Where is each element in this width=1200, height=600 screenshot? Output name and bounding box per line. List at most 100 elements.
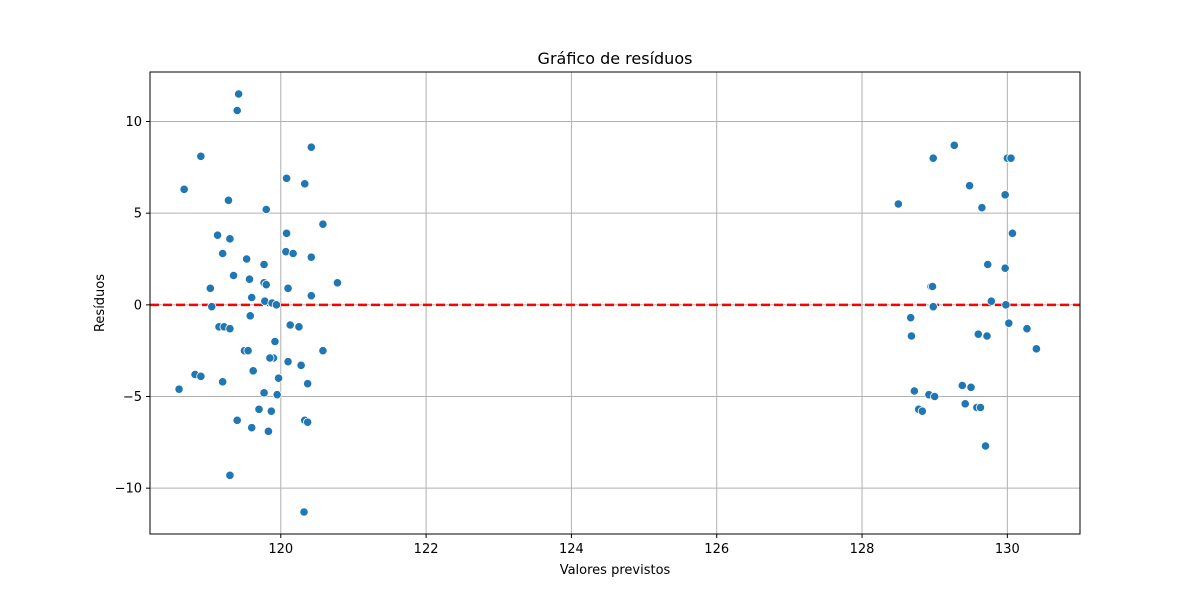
data-point	[285, 320, 295, 330]
data-point	[232, 415, 242, 425]
data-point	[259, 388, 269, 398]
data-point	[248, 366, 258, 376]
data-point	[1006, 153, 1016, 163]
data-point	[234, 89, 244, 99]
data-point	[964, 181, 975, 191]
data-point	[245, 311, 255, 321]
data-point	[179, 184, 189, 194]
y-tick-label: −5	[123, 390, 142, 405]
data-point	[261, 204, 271, 215]
data-point	[205, 283, 215, 293]
data-point	[318, 346, 328, 356]
data-point	[288, 248, 298, 259]
data-point	[906, 313, 916, 323]
data-point	[1000, 263, 1010, 273]
data-point	[244, 274, 255, 284]
data-point	[1007, 228, 1018, 238]
x-tick-label: 124	[559, 542, 584, 557]
data-point	[303, 379, 313, 389]
data-point	[281, 228, 292, 238]
data-point	[263, 426, 274, 436]
data-point	[1022, 324, 1032, 334]
data-point	[986, 296, 996, 306]
data-points	[174, 89, 1042, 517]
data-point	[909, 386, 919, 396]
data-point	[1031, 344, 1042, 354]
plot-frame	[149, 71, 1081, 535]
data-point	[283, 357, 293, 367]
y-tick-label: −10	[115, 482, 142, 497]
data-point	[247, 423, 257, 433]
data-point	[927, 281, 938, 292]
data-point	[212, 230, 223, 240]
data-point	[247, 292, 257, 303]
data-point	[281, 173, 292, 183]
data-point	[218, 248, 228, 259]
data-point	[272, 390, 282, 400]
data-point	[265, 353, 275, 363]
data-point	[980, 441, 991, 451]
data-point	[294, 322, 304, 332]
data-point	[299, 507, 309, 517]
data-point	[196, 151, 206, 161]
x-tick-label: 126	[704, 542, 729, 557]
data-point	[975, 402, 986, 413]
data-point	[303, 417, 313, 427]
data-point	[332, 278, 343, 288]
data-point	[960, 399, 970, 409]
data-point	[983, 259, 993, 270]
data-point	[1001, 300, 1011, 310]
data-point	[242, 254, 252, 264]
data-point	[977, 203, 987, 213]
axis-ticks: 120 122 124 126 128 130 −10 −5 0 5 10	[115, 115, 1020, 557]
data-point	[243, 346, 253, 356]
chart-title: Gráfico de resíduos	[538, 49, 693, 68]
data-point	[261, 280, 271, 290]
x-tick-label: 130	[995, 542, 1020, 557]
data-point	[254, 404, 264, 414]
y-tick-label: 10	[125, 115, 142, 130]
x-tick-label: 128	[850, 542, 875, 557]
data-point	[196, 371, 206, 381]
y-tick-label: 0	[134, 298, 142, 313]
data-point	[218, 377, 228, 387]
data-point	[266, 406, 276, 416]
data-point	[930, 391, 940, 402]
x-tick-label: 120	[268, 542, 293, 557]
data-point	[271, 300, 282, 310]
data-point	[232, 105, 242, 116]
data-point	[225, 234, 235, 244]
y-axis-title: Resíduos	[93, 274, 108, 332]
data-point	[306, 252, 316, 262]
data-point	[306, 142, 316, 152]
data-point	[270, 336, 280, 347]
data-point	[982, 331, 992, 341]
data-point	[174, 384, 184, 394]
data-point	[1000, 190, 1010, 200]
data-point	[893, 199, 903, 209]
data-point	[973, 329, 983, 339]
data-point	[225, 470, 235, 480]
data-point	[928, 302, 938, 312]
data-point	[296, 360, 306, 370]
data-point	[917, 406, 927, 416]
data-point	[225, 324, 235, 334]
x-axis-title: Valores previstos	[560, 563, 671, 578]
data-point	[223, 195, 234, 205]
data-point	[318, 219, 328, 229]
data-point	[283, 283, 293, 293]
data-point	[228, 270, 239, 281]
data-point	[928, 153, 938, 163]
x-tick-label: 122	[414, 542, 439, 557]
data-point	[259, 259, 269, 270]
data-point	[306, 291, 316, 301]
data-point	[207, 302, 217, 312]
data-point	[300, 179, 310, 189]
data-point	[1004, 318, 1014, 328]
data-point	[274, 373, 284, 383]
data-point	[906, 331, 917, 341]
data-point	[949, 140, 959, 150]
